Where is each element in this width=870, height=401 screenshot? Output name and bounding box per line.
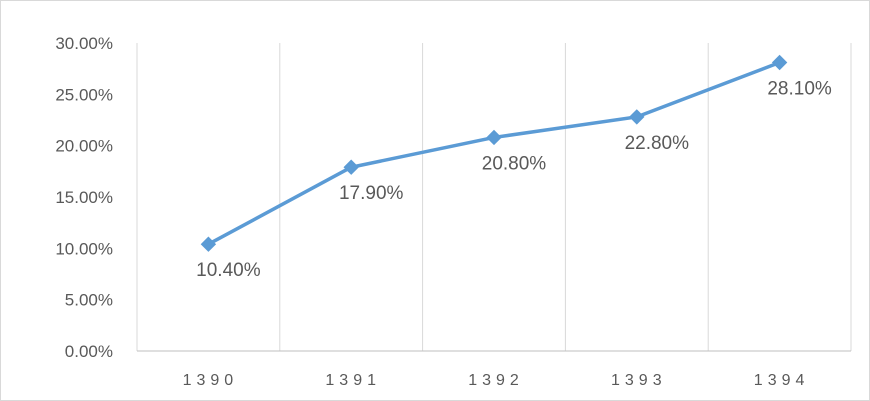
y-axis-tick-labels: 0.00% 5.00% 10.00% 15.00% 20.00% 25.00% 30.00% (55, 34, 113, 361)
x-tick-label: 1394 (754, 372, 810, 389)
x-axis-tick-labels: 1390 1391 1392 1393 1394 (183, 372, 810, 389)
data-label: 17.90% (339, 183, 404, 204)
data-labels: 10.40% 17.90% 20.80% 22.80% 28.10% (196, 79, 832, 282)
x-tick-label: 1392 (468, 372, 524, 389)
x-tick-label: 1391 (325, 372, 381, 389)
x-tick-label: 1393 (611, 372, 667, 389)
x-tick-label: 1390 (183, 372, 239, 389)
data-label: 28.10% (767, 79, 832, 100)
data-point-marker (629, 109, 645, 125)
y-tick-label: 5.00% (65, 291, 113, 310)
data-label: 10.40% (196, 260, 261, 281)
data-point-marker (771, 54, 788, 71)
data-point-marker (486, 129, 502, 146)
data-label: 22.80% (625, 133, 690, 154)
y-tick-label: 10.00% (55, 239, 113, 258)
data-point-marker (200, 236, 217, 252)
data-point-marker (343, 159, 359, 175)
gridlines (136, 43, 852, 351)
y-tick-label: 30.00% (55, 34, 113, 53)
series-markers (200, 54, 788, 252)
y-tick-label: 0.00% (65, 342, 113, 361)
y-tick-label: 15.00% (55, 188, 113, 207)
data-label: 20.80% (482, 153, 547, 174)
y-tick-label: 20.00% (55, 137, 113, 156)
y-tick-label: 25.00% (55, 85, 113, 104)
